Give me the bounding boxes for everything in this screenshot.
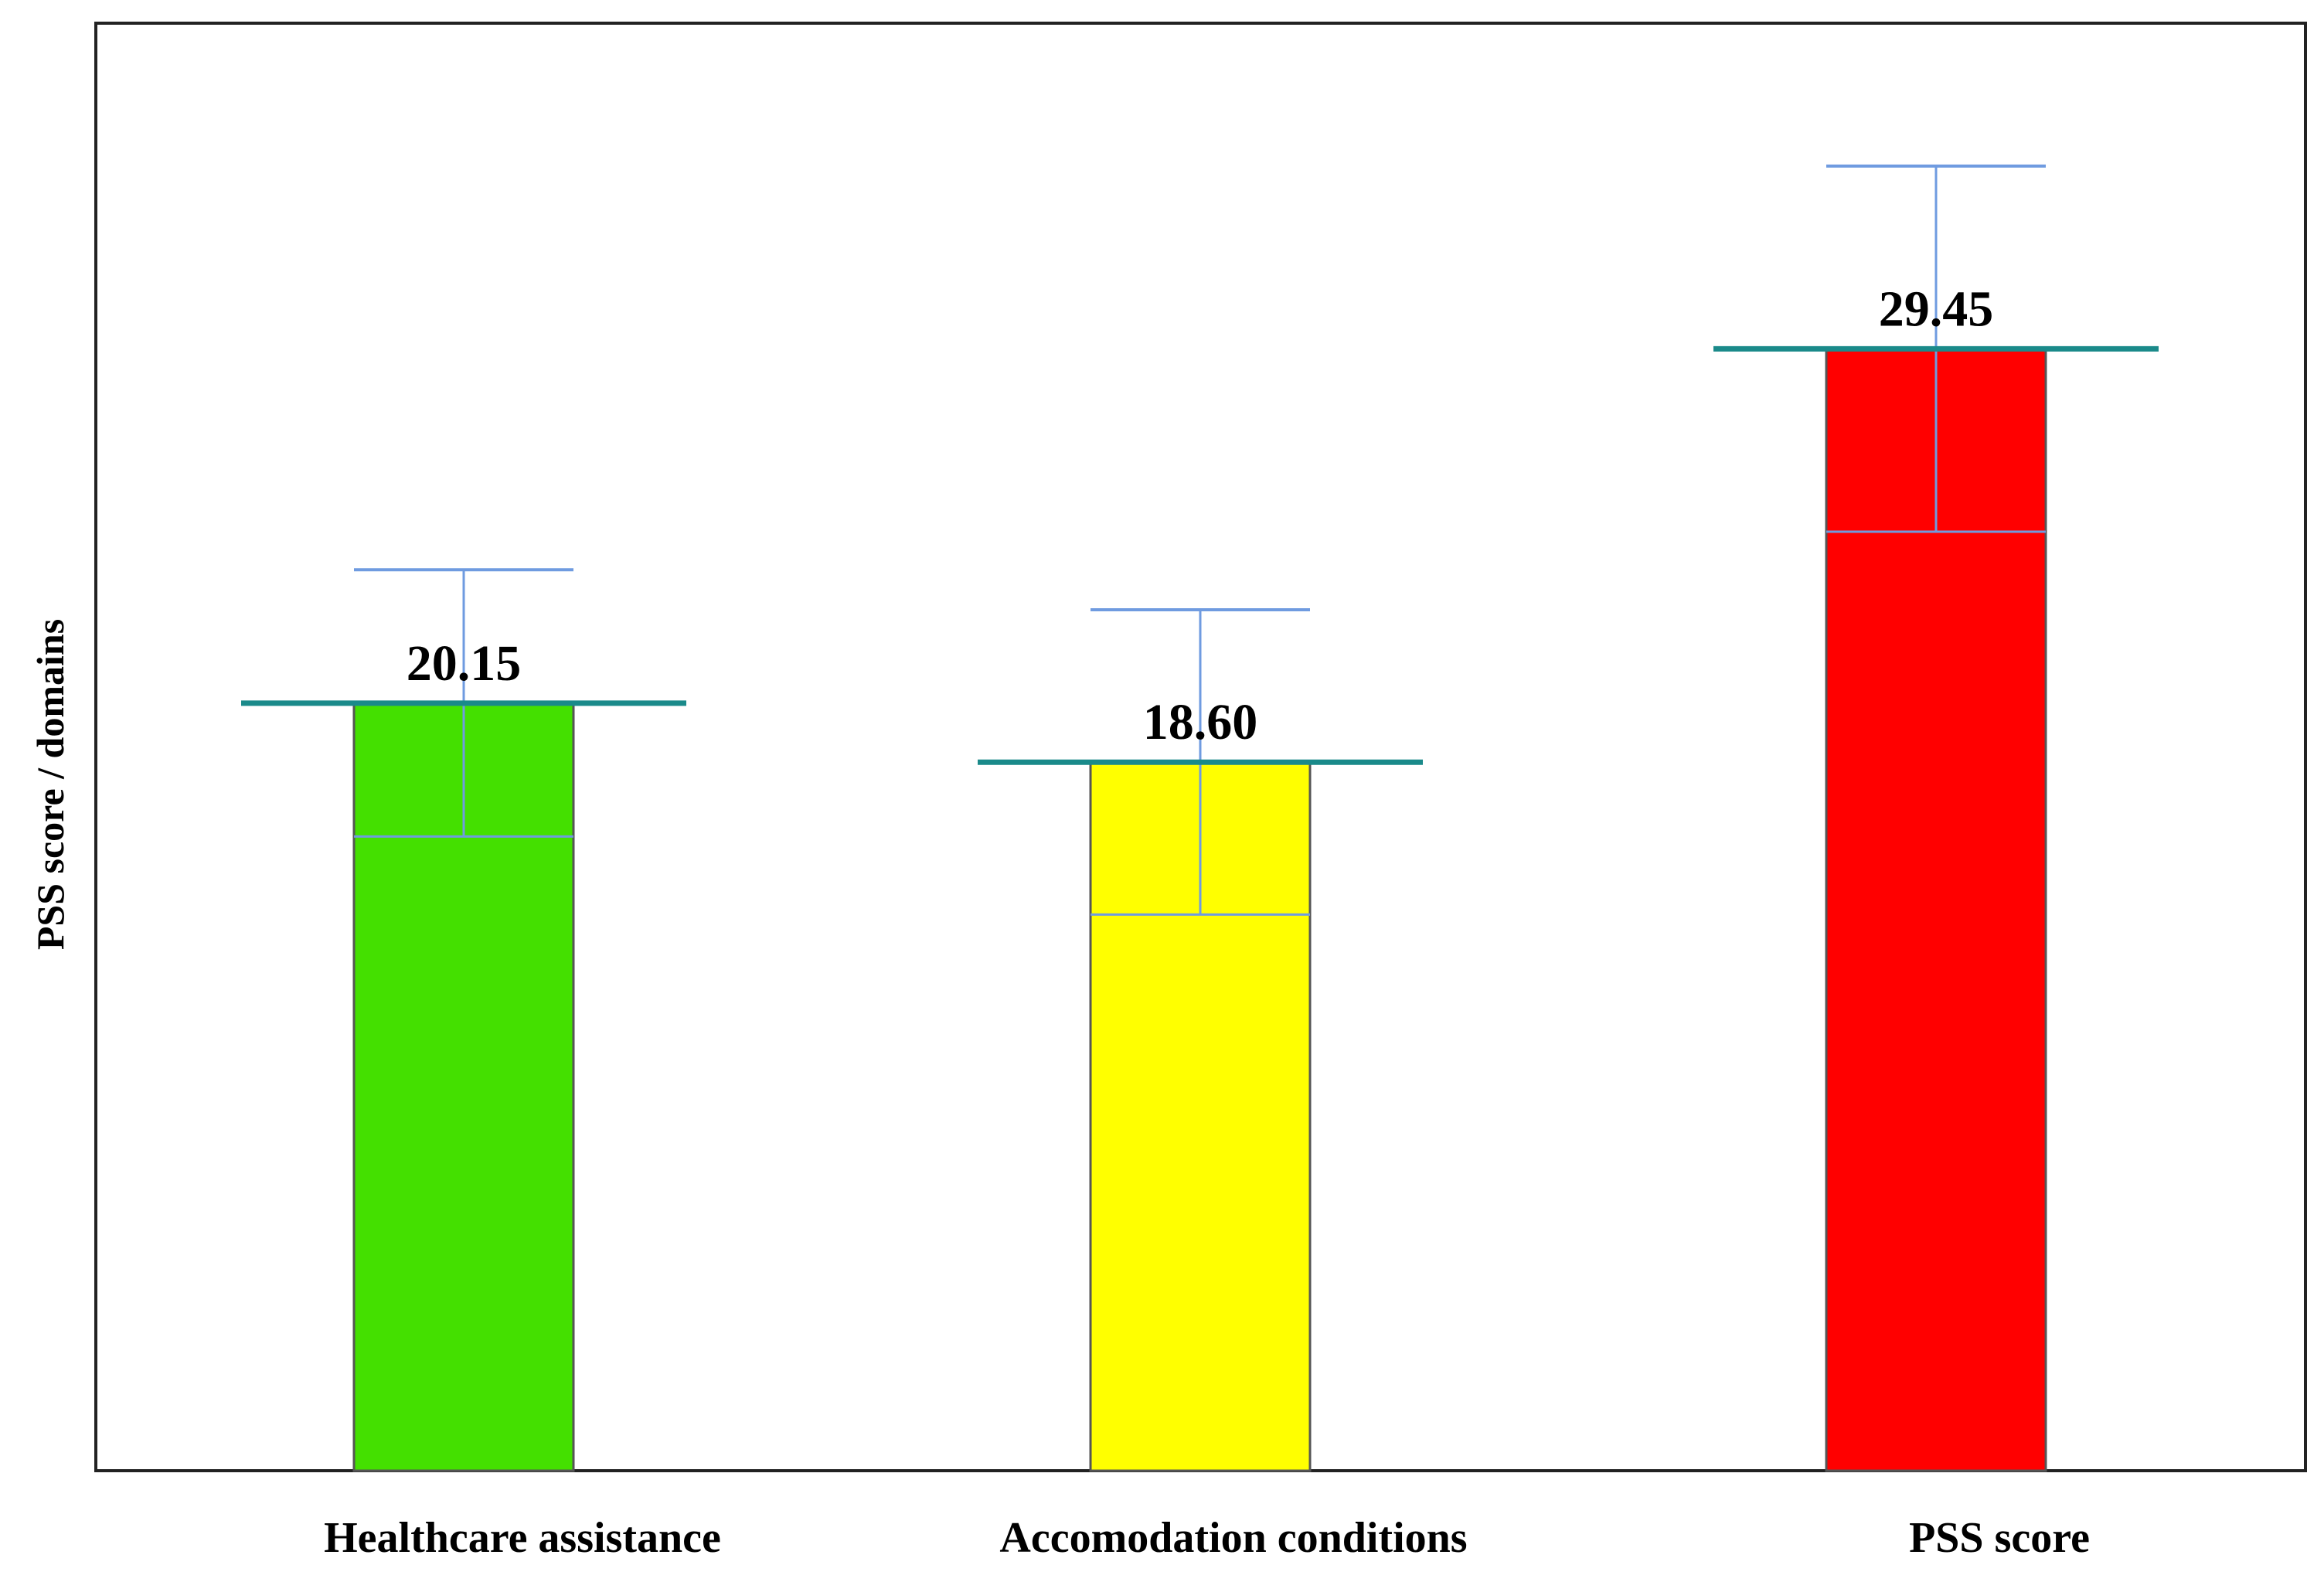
value-label-0: 20.15 xyxy=(407,635,522,692)
x-tick-labels: Healthcare assistance Accomodation condit… xyxy=(324,1514,2090,1562)
value-label-1: 18.60 xyxy=(1143,694,1258,750)
value-label-2: 29.45 xyxy=(1879,281,1994,337)
x-tick-label-2: PSS score xyxy=(1909,1514,2090,1562)
x-tick-label-0: Healthcare assistance xyxy=(324,1514,721,1562)
bar-2 xyxy=(1825,347,2047,1472)
y-axis-title: PSS score / domains xyxy=(29,619,72,950)
x-tick-label-1: Accomodation conditions xyxy=(999,1514,1467,1562)
bars-group: 20.15 18.60 29.45 xyxy=(241,164,2159,1472)
